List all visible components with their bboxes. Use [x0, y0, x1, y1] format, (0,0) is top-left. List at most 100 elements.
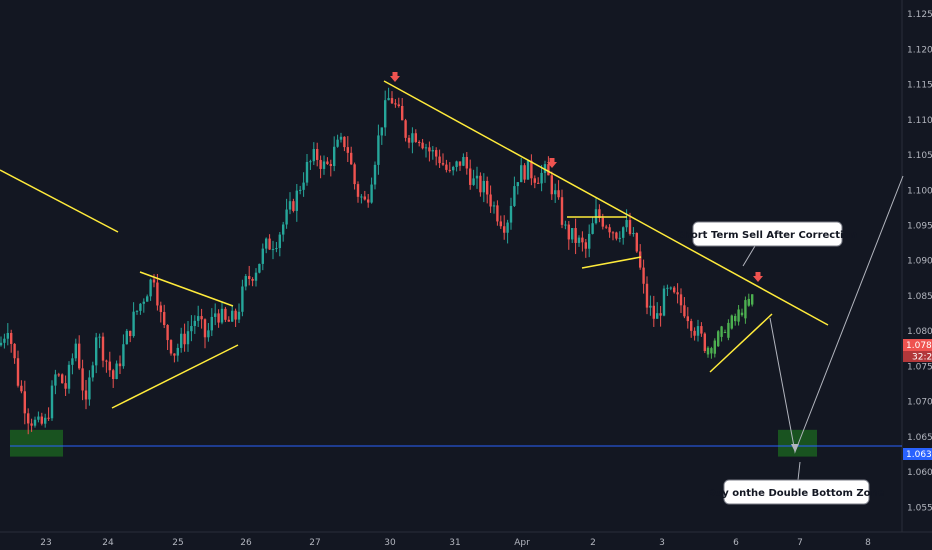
- candle-body: [418, 141, 421, 143]
- candle-body: [547, 164, 550, 176]
- candle-body: [57, 374, 60, 376]
- candle-body: [125, 330, 128, 345]
- price-tick-label: 1.12000: [907, 45, 932, 55]
- callout-sell[interactable]: Short Term Sell After Correction: [677, 221, 858, 247]
- candle-body: [231, 310, 234, 322]
- candle-body: [292, 201, 295, 211]
- candle-body: [367, 199, 370, 203]
- candle-body: [27, 413, 30, 424]
- candle-body: [673, 287, 676, 293]
- candle-body: [407, 137, 411, 143]
- current-price-tag-bg: [903, 339, 932, 351]
- price-tick-label: 1.10000: [907, 186, 932, 196]
- candle-body: [625, 220, 628, 228]
- candle-body: [319, 159, 322, 169]
- candle-body: [3, 338, 6, 343]
- candle-body: [608, 227, 611, 233]
- candle-body: [503, 226, 506, 233]
- recovery-channel-line[interactable]: [709, 313, 773, 373]
- candle-body: [601, 217, 604, 227]
- candle-body: [690, 321, 693, 331]
- candle-body: [112, 370, 115, 379]
- candle-body: [550, 175, 553, 195]
- candle-body: [275, 248, 278, 250]
- candle-body: [227, 319, 230, 322]
- candle-body: [662, 288, 666, 316]
- price-tick-label: 1.11500: [907, 81, 932, 91]
- candle-body: [652, 305, 655, 319]
- time-tick-label: 25: [172, 538, 183, 548]
- projection-candle-body: [751, 294, 754, 305]
- candle-body: [622, 227, 625, 238]
- candle-body: [278, 234, 281, 249]
- callout-buy[interactable]: Buy onthe Double Bottom Zone: [708, 479, 885, 505]
- callout-buy-box: [723, 479, 870, 505]
- candle-body: [588, 233, 591, 249]
- candle-body: [183, 333, 186, 345]
- time-tick-label: 27: [309, 538, 320, 548]
- candle-body: [669, 287, 672, 289]
- double-bottom-zone-right[interactable]: [778, 429, 817, 457]
- candle-body: [108, 361, 111, 371]
- candle-body: [384, 100, 387, 128]
- candle-body: [605, 226, 608, 228]
- support-price-tag-bg: [903, 448, 932, 460]
- candle-body: [486, 180, 489, 195]
- candle-body: [523, 165, 526, 180]
- countdown-tag-bg: [903, 351, 932, 362]
- candle-body: [299, 189, 302, 191]
- candle-body: [54, 374, 57, 386]
- candle-body: [241, 286, 244, 312]
- candle-body: [305, 161, 309, 183]
- candle-body: [105, 360, 108, 362]
- candle-body: [492, 205, 496, 207]
- sell-arrow-marker: [390, 72, 400, 82]
- candle-body: [329, 163, 332, 167]
- candle-body: [482, 180, 485, 193]
- candle-body: [567, 224, 570, 240]
- trendline-main-resistance[interactable]: [383, 80, 829, 326]
- candle-body: [288, 201, 292, 210]
- projection-candle-body: [727, 322, 730, 338]
- candle-body: [659, 313, 662, 316]
- candle-body: [615, 232, 618, 239]
- drawings-layer[interactable]: [0, 80, 904, 481]
- support-price-label: 1.06371: [906, 450, 932, 460]
- candle-body: [404, 120, 407, 138]
- candle-body: [6, 332, 9, 339]
- candle-body: [571, 228, 574, 240]
- candle-body: [316, 149, 319, 160]
- candle-body: [234, 310, 237, 320]
- time-tick-label: 26: [240, 538, 252, 548]
- candle-body: [149, 279, 152, 297]
- flag-lower-line[interactable]: [581, 256, 642, 269]
- triangle-upper-line[interactable]: [139, 271, 234, 307]
- candle-body: [458, 161, 462, 166]
- double-bottom-zone-left[interactable]: [10, 429, 63, 457]
- candle-body: [465, 156, 468, 169]
- candles-layer: [0, 87, 754, 435]
- candle-body: [282, 224, 285, 235]
- projection-candle-body: [734, 315, 737, 322]
- candle-body: [642, 267, 645, 284]
- candle-body: [414, 133, 417, 142]
- candle-body: [37, 416, 40, 420]
- candle-body: [265, 238, 268, 249]
- triangle-lower-line[interactable]: [111, 344, 239, 409]
- candle-body: [95, 337, 98, 366]
- candle-body: [421, 142, 424, 149]
- trendline-left-descending[interactable]: [0, 169, 119, 233]
- candle-body: [448, 169, 451, 171]
- candle-body: [333, 146, 336, 167]
- candle-body: [285, 209, 288, 225]
- candle-body: [254, 272, 258, 281]
- candle-body: [220, 308, 224, 323]
- candle-body: [469, 168, 472, 185]
- candle-body: [401, 105, 404, 121]
- price-tick-label: 1.12500: [907, 10, 932, 20]
- time-axis[interactable]: 23 24 25 26 27 30 31 Apr 2 3 6 7 8: [0, 531, 932, 548]
- candle-body: [543, 164, 547, 173]
- projection-candle-body: [706, 347, 710, 355]
- price-axis[interactable]: 1.12500 1.12000 1.11500 1.11000 1.10500 1.100…: [901, 0, 932, 532]
